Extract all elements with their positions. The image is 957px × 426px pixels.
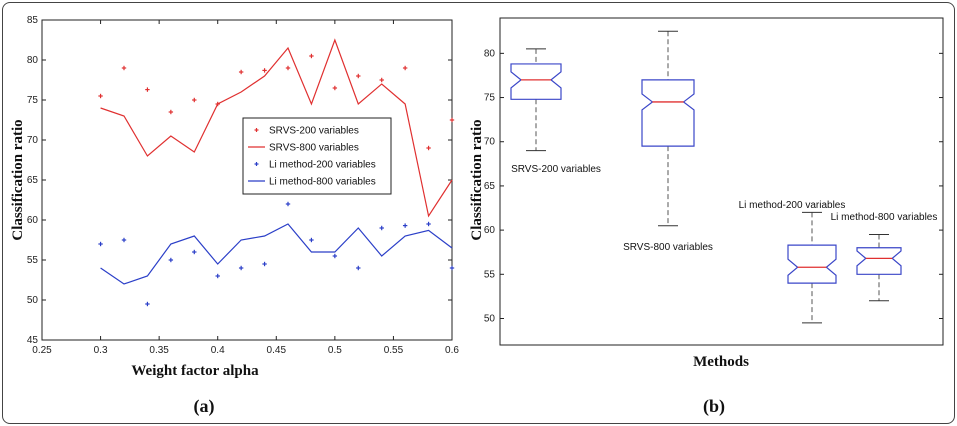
series-point-2: [449, 265, 455, 271]
series-point-2: [426, 221, 431, 227]
panel-a-label: (a): [194, 396, 215, 417]
legend-entry-0: SRVS-200 variables: [269, 126, 359, 137]
panel-b-ylabel: Classification ratio: [469, 119, 485, 240]
legend-entry-2: Li method-200 variables: [269, 160, 376, 171]
panel-a-xtick-label: 0.55: [384, 345, 404, 356]
panel-b-xlabel: Methods: [693, 354, 749, 370]
box-1: [641, 30, 695, 227]
box-label-2: Li method-200 variables: [739, 200, 846, 211]
panel-a-ytick-label: 55: [27, 255, 39, 266]
panel-b-ytick-label: 80: [484, 48, 496, 59]
panel-b-ytick-label: 55: [484, 269, 496, 280]
legend-entry-3: Li method-800 variables: [269, 177, 376, 188]
panel-a-ytick-label: 65: [27, 175, 39, 186]
panel-b-ytick-label: 70: [484, 137, 496, 148]
series-point-0: [121, 65, 127, 71]
box-label-1: SRVS-800 variables: [623, 242, 713, 253]
box-label-0: SRVS-200 variables: [511, 164, 601, 175]
panel-b-label: (b): [703, 396, 725, 417]
box-0: [510, 48, 562, 152]
panel-a-xtick-label: 0.6: [445, 345, 459, 356]
series-point-2: [192, 249, 197, 255]
panel-a-ytick-label: 50: [27, 295, 39, 306]
panel-a-xtick-label: 0.25: [32, 345, 52, 356]
series-point-0: [356, 73, 361, 79]
series-point-2: [402, 223, 408, 228]
panel-a-ytick-label: 60: [27, 215, 39, 226]
box-body: [641, 79, 695, 147]
series-point-0: [332, 85, 338, 91]
series-point-0: [379, 77, 384, 83]
panel-a-xtick-label: 0.5: [328, 345, 342, 356]
series-point-0: [238, 69, 244, 75]
series-line-1: [100, 38, 453, 218]
series-point-0: [402, 65, 408, 71]
panel-a-ytick-label: 70: [27, 135, 39, 146]
series-point-2: [262, 261, 267, 267]
panel-a-xtick-label: 0.35: [149, 345, 169, 356]
panel-b-ytick-label: 65: [484, 181, 496, 192]
series-point-2: [356, 265, 361, 271]
box-body: [787, 244, 837, 284]
panel-a-ytick-label: 75: [27, 95, 39, 106]
panel-a-ytick-label: 80: [27, 55, 39, 66]
series-point-0: [426, 145, 431, 151]
series-point-0: [449, 117, 455, 123]
panel-a-ylabel: Classification ratio: [10, 119, 26, 240]
panel-b-axes-box: [499, 17, 944, 346]
box-body: [510, 63, 562, 100]
series-point-2: [309, 237, 314, 243]
series-point-0: [262, 68, 267, 73]
series-point-0: [309, 53, 314, 59]
box-2: [787, 211, 837, 324]
series-point-2: [379, 225, 384, 231]
series-point-0: [168, 109, 174, 115]
series-point-0: [145, 87, 150, 92]
box-label-3: Li method-800 variables: [831, 212, 938, 223]
series-point-2: [98, 241, 103, 247]
panel-a-xlabel: Weight factor alpha: [131, 363, 259, 379]
series-point-2: [285, 201, 291, 207]
panel-a-xtick-label: 0.45: [267, 345, 287, 356]
box-3: [856, 234, 902, 302]
panel-a-xtick-label: 0.3: [94, 345, 108, 356]
box-body: [856, 247, 902, 275]
panel-b-ytick-label: 60: [484, 225, 496, 236]
series-point-0: [98, 93, 103, 99]
panel-a-xtick-label: 0.4: [211, 345, 225, 356]
series-point-0: [285, 65, 291, 71]
series-point-2: [332, 253, 338, 259]
panel-a-ytick-label: 85: [27, 15, 39, 26]
panel-a-legend-box: [242, 117, 392, 195]
series-point-0: [192, 97, 197, 103]
series-point-2: [145, 301, 150, 307]
series-line-3: [100, 223, 453, 285]
panel-a-ytick-label: 45: [27, 335, 39, 346]
series-point-2: [215, 273, 220, 279]
series-point-2: [121, 237, 127, 243]
series-point-2: [168, 257, 174, 263]
panel-b-ytick-label: 50: [484, 313, 496, 324]
series-point-2: [238, 265, 244, 271]
panel-b-ytick-label: 75: [484, 93, 496, 104]
legend-entry-1: SRVS-800 variables: [269, 143, 359, 154]
